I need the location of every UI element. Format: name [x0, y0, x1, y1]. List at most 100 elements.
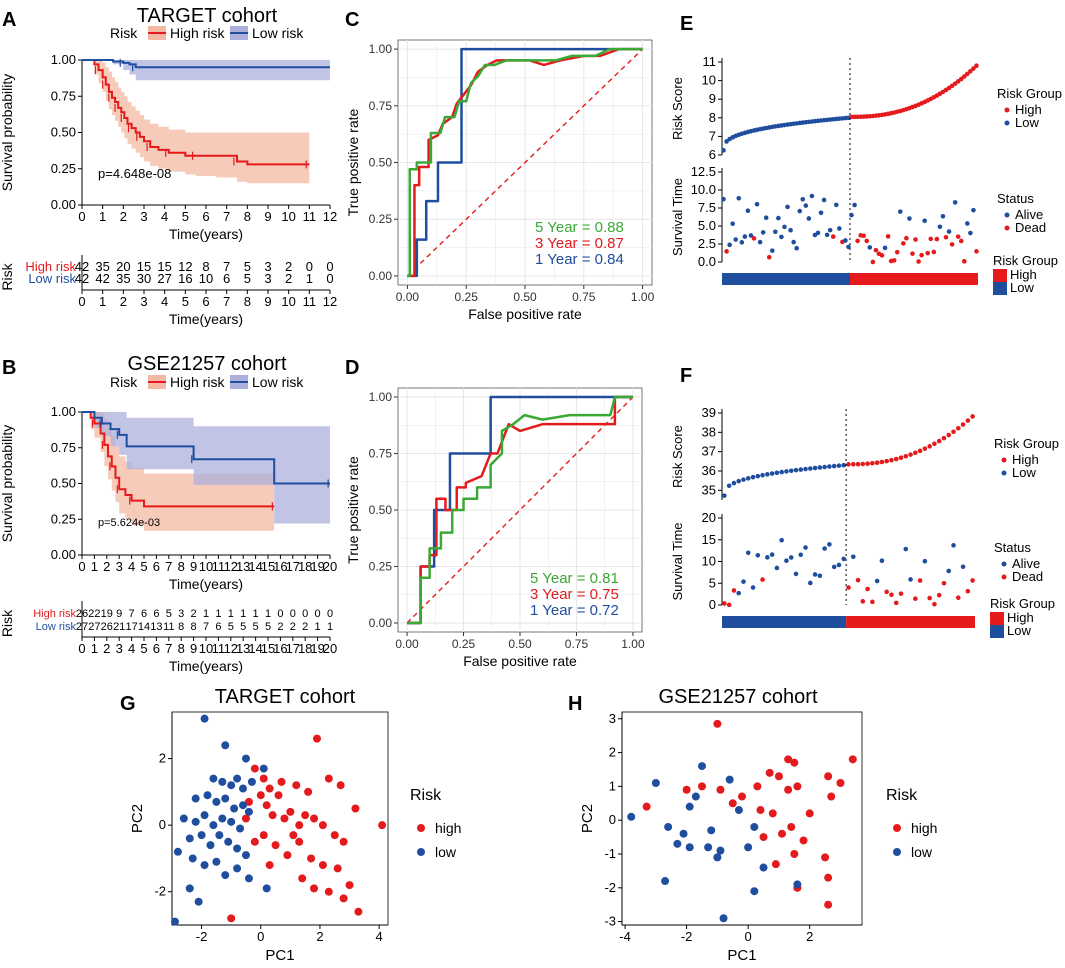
pca-point-high	[378, 821, 387, 830]
survival-point	[919, 252, 924, 258]
panel-letter-a: A	[2, 9, 16, 31]
y-tick-label: 10.0	[691, 182, 716, 197]
pca-point-high	[280, 814, 289, 823]
survival-point	[955, 234, 961, 239]
x-tick-label: 8	[178, 559, 185, 574]
risk-table-tick-label: 6	[153, 641, 160, 656]
x-tick-label: 5	[140, 559, 147, 574]
risk-score-point	[812, 465, 818, 471]
x-tick-label: 0.00	[396, 290, 420, 304]
survival-point	[774, 565, 780, 571]
x-tick-label: 2	[316, 929, 323, 944]
y-axis-title: PC2	[579, 804, 596, 833]
legend-label: Low risk	[252, 25, 304, 41]
survival-point	[965, 588, 971, 594]
y-tick-label: 0.25	[369, 212, 393, 226]
survival-point	[897, 209, 903, 214]
pca-point-high	[790, 850, 799, 858]
legend-label: Low	[1015, 115, 1039, 130]
legend-key-high	[990, 612, 1004, 625]
survival-point	[833, 202, 839, 208]
risk-table-count: 1	[215, 608, 221, 620]
risk-table-count: 7	[203, 621, 209, 633]
y-tick-label: 0.00	[51, 547, 76, 562]
risk-table-tick-label: 20	[323, 641, 337, 656]
risk-table-count: 3	[264, 259, 271, 274]
survival-point	[803, 545, 808, 550]
survival-point	[971, 207, 976, 213]
risk-table-tick-label: 2	[103, 641, 110, 656]
risk-score-point	[760, 472, 765, 478]
x-tick-label: 1.00	[631, 290, 655, 304]
survival-point	[874, 578, 880, 584]
risk-score-point	[846, 462, 851, 467]
risk-table-count: 6	[215, 621, 221, 633]
pca-point-high	[283, 851, 292, 860]
risk-table-tick-label: 1	[91, 641, 98, 656]
x-tick-label: 0.50	[513, 290, 537, 304]
risk-table-count: 0	[290, 608, 296, 620]
pca-point-low	[233, 774, 242, 783]
risk-score-point	[898, 455, 904, 461]
risk-table-x-title: Time(years)	[169, 311, 243, 327]
risk-table-count: 35	[95, 259, 109, 274]
survival-point	[736, 195, 742, 201]
survival-point	[958, 238, 964, 244]
risk-table-tick-label: 6	[202, 294, 209, 309]
auc-label: 3 Year = 0.87	[535, 235, 624, 252]
pca-point-low	[698, 762, 706, 771]
risk-table-count: 27	[88, 621, 100, 633]
survival-point	[846, 585, 851, 590]
survival-point	[870, 259, 876, 265]
pca-point-high	[241, 814, 250, 823]
pca-point-high	[759, 833, 768, 842]
risk-table-count: 8	[178, 621, 184, 633]
survival-point	[827, 542, 832, 547]
x-tick-label: 8	[244, 209, 251, 224]
pca-point-low	[185, 884, 194, 893]
x-tick-label: 11	[303, 209, 317, 224]
pca-point-high	[244, 797, 253, 806]
risk-table-tick-label: 4	[161, 294, 168, 309]
roc-curve-3-year	[407, 47, 643, 278]
risk-score-point	[831, 463, 837, 469]
risk-score-point	[803, 466, 808, 472]
risk-table-count: 0	[277, 608, 283, 620]
y-axis-title: Risk Score	[670, 425, 685, 488]
pca-point-low	[793, 880, 802, 889]
pca-point-high	[259, 831, 268, 840]
pca-point-high	[250, 764, 259, 773]
panel-letter-g: G	[120, 693, 136, 715]
y-tick-label: -2	[604, 880, 616, 895]
risk-score-point	[726, 483, 732, 489]
survival-point	[864, 238, 870, 244]
y-tick-label: 39	[702, 405, 716, 420]
y-tick-label: 0.75	[51, 440, 76, 455]
x-axis-title: False positive rate	[468, 306, 582, 322]
pca-point-low	[750, 887, 759, 896]
pca-point-high	[271, 841, 280, 850]
auc-label: 1 Year = 0.84	[535, 251, 624, 268]
survival-point	[913, 596, 918, 601]
survival-point	[788, 227, 793, 233]
pca-point-high	[298, 874, 307, 883]
risk-table-tick-label: 17	[286, 641, 300, 656]
x-tick-label: -4	[619, 929, 631, 944]
risk-table-tick-label: 19	[310, 641, 324, 656]
risk-table-count: 7	[223, 259, 230, 274]
survival-point	[946, 229, 952, 234]
pca-point-high	[713, 719, 722, 728]
risk-table-count: 0	[326, 271, 333, 286]
survival-point	[793, 571, 799, 577]
pca-point-low	[224, 837, 233, 846]
x-tick-label: 9	[264, 209, 271, 224]
survival-point	[837, 226, 842, 231]
pca-point-high	[821, 853, 830, 862]
risk-score-point	[750, 474, 756, 480]
legend-title: Risk Group	[997, 86, 1062, 101]
risk-table-count: 5	[244, 259, 251, 274]
survival-point	[893, 600, 899, 606]
y-tick-label: 0.50	[369, 156, 393, 170]
risk-table-count: 5	[228, 621, 234, 633]
